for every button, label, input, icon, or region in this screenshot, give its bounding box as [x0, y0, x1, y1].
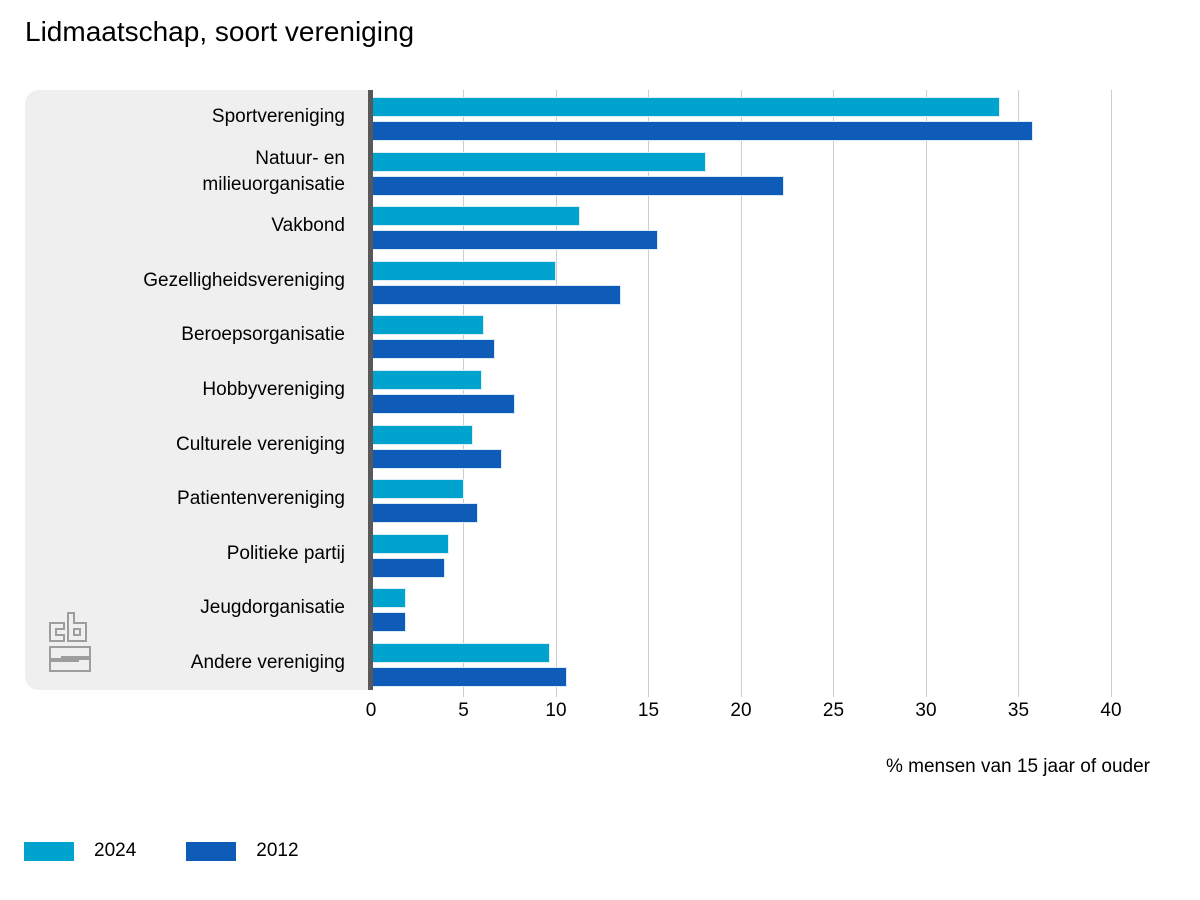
gridline [463, 90, 464, 697]
bar-2024-6[interactable] [371, 370, 482, 390]
bar-group [371, 199, 1160, 254]
category-row: Politieke partij [25, 526, 1160, 581]
category-label: Culturele vereniging [176, 433, 345, 455]
legend-item-2012[interactable]: 2012 [186, 840, 299, 862]
category-row: Vakbond [25, 199, 1160, 254]
y-axis-line [368, 90, 373, 690]
bar-2024-2[interactable] [371, 151, 706, 172]
legend-swatch [24, 841, 74, 861]
bar-2024-3[interactable] [371, 206, 581, 227]
bar-2012-5[interactable] [371, 339, 495, 360]
category-row: Culturele vereniging [25, 417, 1160, 472]
legend: 2024 2012 [24, 840, 299, 862]
bar-2012-2[interactable] [371, 175, 784, 196]
category-row: Hobbyvereniging [25, 363, 1160, 418]
category-panel [25, 90, 371, 690]
bar-group [371, 526, 1160, 581]
x-tick-label: 0 [365, 700, 377, 721]
bar-group [371, 581, 1160, 636]
bar-2024-5[interactable] [371, 315, 484, 336]
bar-2024-11[interactable] [371, 642, 551, 663]
x-tick-label: 30 [915, 700, 937, 721]
category-row: Beroepsorganisatie [25, 308, 1160, 363]
gridline [1110, 90, 1112, 697]
x-tick-label: 35 [1007, 700, 1030, 721]
category-row: Patientenvereniging [25, 472, 1160, 527]
bar-2024-10[interactable] [371, 588, 407, 609]
bar-2012-1[interactable] [371, 121, 1034, 142]
gridline [1018, 90, 1019, 697]
category-row: Natuur- en milieuorganisatie [25, 145, 1160, 200]
bar-group [371, 472, 1160, 527]
gridline [648, 90, 649, 697]
legend-label: 2024 [94, 840, 137, 861]
bar-2012-6[interactable] [371, 394, 516, 414]
x-axis-title: % mensen van 15 jaar of ouder [885, 756, 1150, 777]
category-label: Andere vereniging [190, 651, 345, 673]
bar-2012-10[interactable] [371, 612, 407, 633]
chart-title: Lidmaatschap, soort vereniging [25, 16, 415, 47]
gridline [833, 90, 834, 697]
x-tick-label: 40 [1100, 700, 1122, 721]
bar-2024-9[interactable] [371, 533, 449, 554]
bar-2024-8[interactable] [371, 479, 464, 500]
bar-group [371, 308, 1160, 363]
bar-group [371, 145, 1160, 200]
category-row: Gezelligheidsvereniging [25, 254, 1160, 309]
cbs-logo-icon [49, 612, 91, 672]
gridline [925, 90, 927, 697]
category-label: Beroepsorganisatie [181, 324, 345, 346]
category-row: Andere vereniging [25, 635, 1160, 690]
bar-2012-4[interactable] [371, 284, 621, 305]
bar-2012-9[interactable] [371, 557, 445, 578]
legend-swatch [186, 841, 237, 861]
x-axis-ticks: 0 5 10 15 20 25 30 35 40 [366, 700, 1160, 726]
bar-2012-3[interactable] [371, 230, 658, 251]
bar-2024-4[interactable] [371, 260, 556, 281]
x-tick-label: 25 [822, 700, 845, 721]
bar-2012-8[interactable] [371, 503, 479, 524]
category-label: Sportvereniging [211, 106, 345, 128]
gridline [740, 90, 742, 697]
bar-rows: Sportvereniging Natuur- en milieuorganisa… [25, 90, 1160, 690]
bar-2012-7[interactable] [371, 448, 503, 469]
legend-label: 2012 [256, 840, 299, 861]
category-label: Jeugdorganisatie [200, 597, 345, 619]
category-label: Patientenvereniging [177, 488, 345, 510]
x-tick-label: 5 [458, 700, 469, 721]
x-tick-label: 20 [730, 700, 752, 721]
bar-group [371, 254, 1160, 309]
category-label: Hobbyvereniging [202, 379, 345, 400]
gridline [555, 90, 557, 697]
bar-2024-1[interactable] [371, 97, 1000, 118]
category-label: Gezelligheidsvereniging [143, 269, 345, 291]
bar-group [371, 363, 1160, 418]
category-label: Vakbond [271, 215, 345, 237]
bar-group [371, 417, 1160, 472]
legend-item-2024[interactable]: 2024 [24, 840, 136, 862]
bar-group [371, 635, 1160, 690]
bar-group [371, 90, 1160, 145]
category-label: Natuur- en milieuorganisatie [202, 147, 345, 195]
bar-2012-11[interactable] [371, 666, 568, 687]
x-tick-label: 10 [545, 700, 567, 721]
category-row: Sportvereniging [25, 90, 1160, 145]
category-row: Jeugdorganisatie [25, 581, 1160, 636]
category-label: Politieke partij [226, 542, 345, 564]
x-tick-label: 15 [637, 700, 660, 721]
bar-2024-7[interactable] [371, 424, 473, 445]
